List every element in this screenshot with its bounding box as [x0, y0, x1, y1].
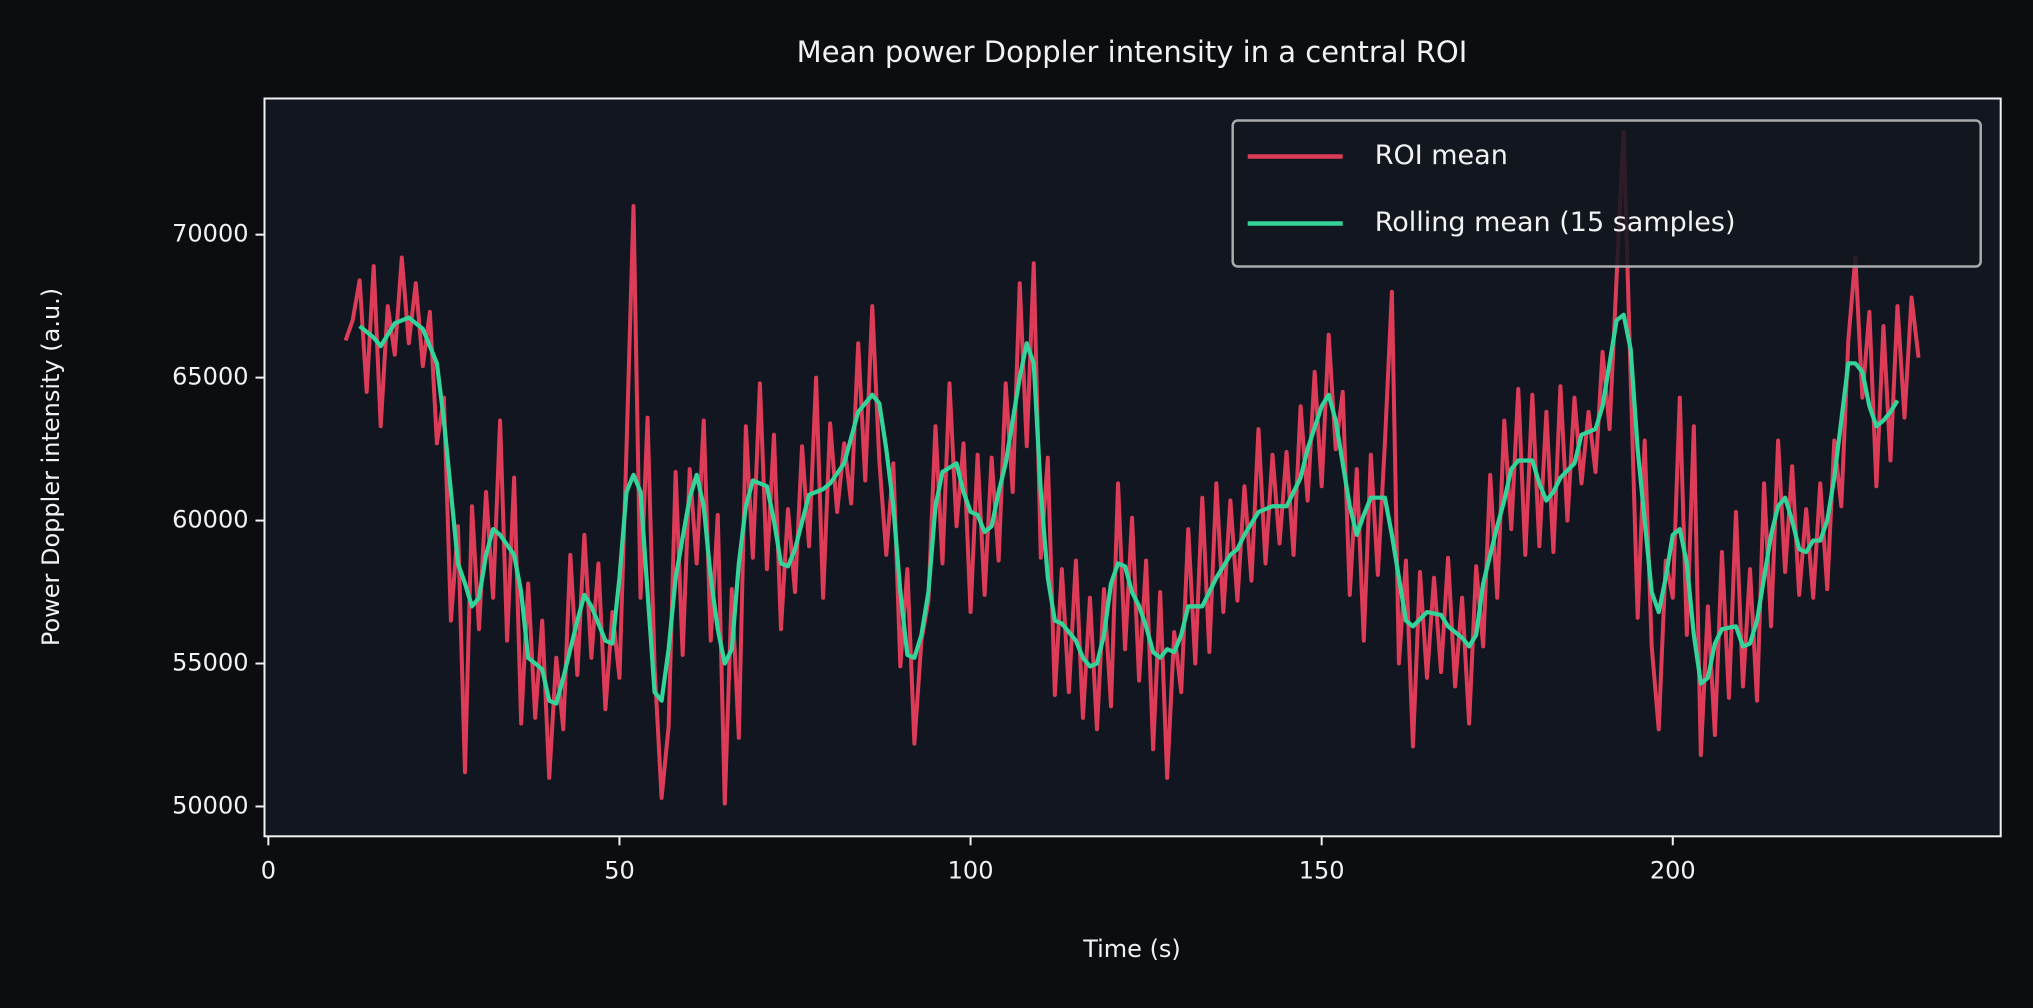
x-tick-label: 0 — [261, 856, 276, 884]
y-axis-label: Power Doppler intensity (a.u.) — [37, 288, 65, 646]
series-line — [358, 312, 1900, 706]
series-line — [343, 129, 1921, 806]
lines — [343, 129, 1921, 806]
y-tick-label: 60000 — [172, 506, 248, 534]
x-tick-label: 50 — [604, 856, 635, 884]
plot-frame — [263, 97, 2002, 838]
y-tick-label: 65000 — [172, 363, 248, 391]
chart-title: Mean power Doppler intensity in a centra… — [797, 35, 1468, 69]
y-tick-label: 70000 — [172, 220, 248, 248]
x-axis-label: Time (s) — [1082, 935, 1181, 963]
x-tick-label: 100 — [948, 856, 994, 884]
x-tick-label: 150 — [1299, 856, 1345, 884]
legend-label: ROI mean — [1375, 140, 1508, 171]
legend: ROI mean Rolling mean (15 samples) — [1231, 119, 1982, 268]
y-tick-label: 50000 — [172, 791, 248, 819]
legend-box — [1231, 119, 1982, 268]
y-tick-label: 55000 — [172, 649, 248, 677]
x-tick-label: 200 — [1650, 856, 1696, 884]
legend-label: Rolling mean (15 samples) — [1375, 207, 1736, 238]
